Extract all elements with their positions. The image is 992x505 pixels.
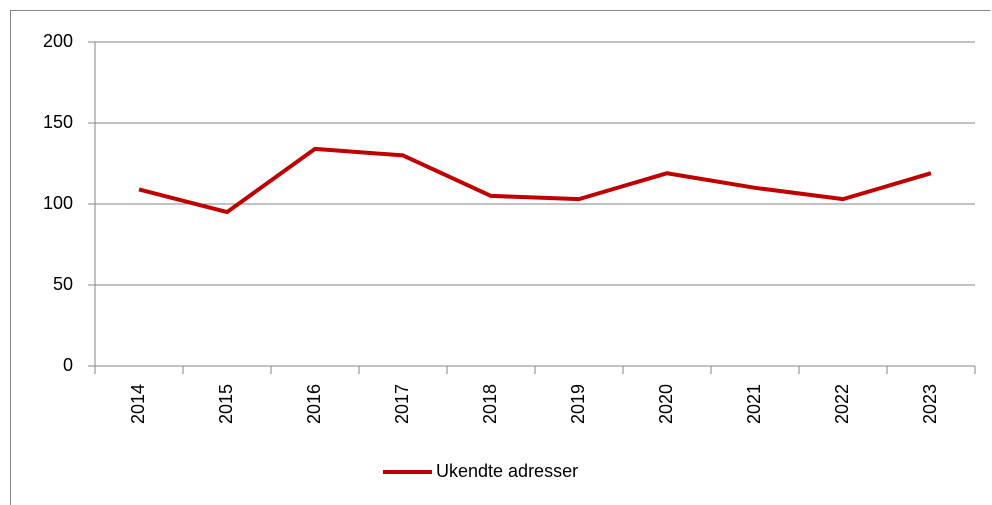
x-tick-label: 2023 <box>920 384 940 424</box>
x-tick-label: 2016 <box>304 384 324 424</box>
y-tick-label: 0 <box>63 355 73 375</box>
x-tick-label: 2018 <box>480 384 500 424</box>
y-tick-label: 50 <box>53 274 73 294</box>
chart-frame <box>10 10 991 505</box>
x-tick-label: 2021 <box>744 384 764 424</box>
x-tick-label: 2022 <box>832 384 852 424</box>
y-tick-label: 150 <box>43 112 73 132</box>
legend-label: Ukendte adresser <box>436 461 578 481</box>
x-tick-label: 2017 <box>392 384 412 424</box>
y-tick-label: 100 <box>43 193 73 213</box>
series-line <box>138 146 932 215</box>
x-tick-label: 2014 <box>128 384 148 424</box>
x-tick-label: 2015 <box>216 384 236 424</box>
x-tick-label: 2019 <box>568 384 588 424</box>
x-tick-label: 2020 <box>656 384 676 424</box>
y-tick-label: 200 <box>43 31 73 51</box>
